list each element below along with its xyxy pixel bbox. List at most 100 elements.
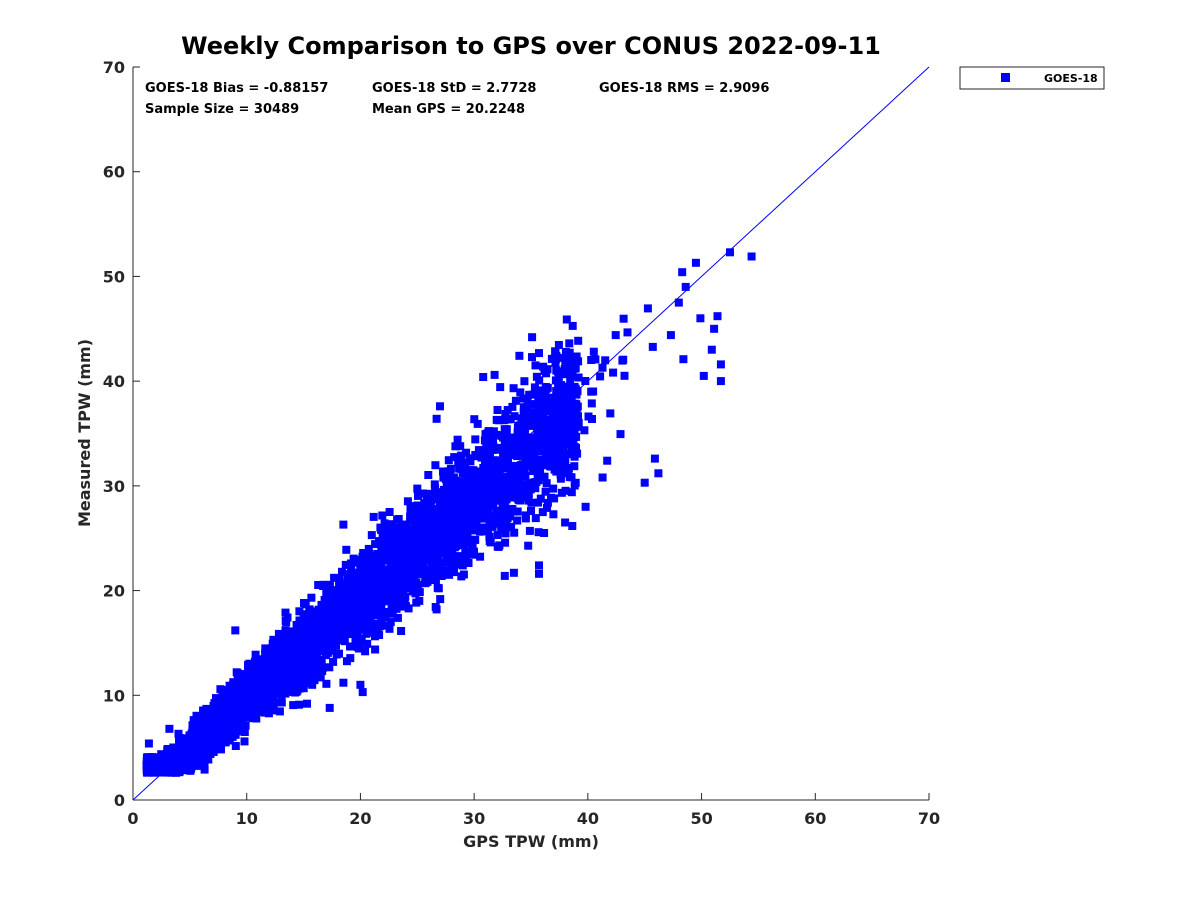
data-point bbox=[492, 506, 501, 515]
data-point bbox=[606, 409, 615, 418]
data-point bbox=[462, 480, 471, 489]
data-point bbox=[217, 745, 225, 754]
data-point bbox=[666, 331, 675, 340]
data-point bbox=[386, 618, 395, 627]
data-point bbox=[273, 678, 282, 687]
data-point bbox=[499, 517, 508, 526]
data-point bbox=[570, 447, 579, 456]
data-point bbox=[525, 446, 534, 454]
data-point bbox=[380, 519, 389, 528]
data-point bbox=[525, 455, 534, 464]
data-point bbox=[227, 712, 236, 721]
data-point bbox=[414, 491, 422, 500]
y-tick-label: 10 bbox=[103, 686, 125, 705]
data-point bbox=[283, 680, 291, 688]
data-point bbox=[358, 597, 367, 606]
data-point bbox=[545, 393, 554, 402]
data-point bbox=[456, 442, 465, 451]
data-point bbox=[339, 678, 348, 687]
y-tick-label: 70 bbox=[103, 58, 125, 77]
data-point bbox=[569, 353, 578, 362]
data-point bbox=[443, 519, 452, 528]
data-point bbox=[277, 669, 286, 678]
data-point bbox=[550, 452, 559, 461]
data-point bbox=[398, 594, 407, 603]
data-point bbox=[302, 654, 311, 663]
data-point bbox=[570, 426, 579, 435]
data-point bbox=[303, 646, 312, 655]
data-point bbox=[543, 503, 551, 512]
data-point bbox=[479, 514, 488, 523]
data-point bbox=[678, 268, 687, 277]
data-point bbox=[535, 463, 543, 472]
data-point bbox=[310, 676, 319, 685]
data-point bbox=[307, 672, 316, 680]
data-point bbox=[460, 516, 469, 525]
data-point bbox=[450, 568, 458, 577]
data-point bbox=[554, 367, 562, 376]
data-point bbox=[441, 475, 450, 483]
data-point bbox=[495, 416, 503, 425]
data-point bbox=[339, 520, 348, 529]
data-point bbox=[191, 754, 200, 763]
data-point bbox=[357, 634, 366, 643]
data-point bbox=[515, 351, 524, 360]
data-point bbox=[497, 522, 506, 531]
data-point bbox=[445, 509, 454, 518]
data-point bbox=[493, 485, 502, 493]
data-point bbox=[428, 534, 437, 543]
data-point bbox=[256, 656, 265, 665]
data-point bbox=[271, 698, 280, 707]
data-point bbox=[261, 690, 270, 699]
data-point bbox=[200, 765, 209, 774]
data-point bbox=[496, 480, 505, 489]
stat-std: GOES-18 StD = 2.7728 bbox=[372, 81, 536, 96]
data-point bbox=[279, 675, 288, 684]
data-point bbox=[341, 593, 350, 602]
data-point bbox=[307, 663, 316, 672]
data-point bbox=[217, 698, 226, 707]
data-point bbox=[474, 467, 483, 476]
data-point bbox=[543, 438, 552, 447]
data-point bbox=[377, 616, 386, 625]
data-point bbox=[531, 478, 540, 487]
data-point bbox=[336, 579, 345, 588]
data-point bbox=[679, 355, 688, 364]
data-point bbox=[369, 512, 378, 521]
data-point bbox=[160, 756, 168, 764]
data-point bbox=[465, 454, 474, 463]
data-point bbox=[177, 765, 185, 774]
data-point bbox=[393, 515, 402, 524]
data-point bbox=[364, 611, 373, 619]
data-point bbox=[515, 421, 524, 430]
data-point bbox=[201, 727, 210, 736]
data-point bbox=[562, 449, 571, 458]
data-point bbox=[550, 417, 559, 426]
data-point bbox=[366, 552, 375, 561]
data-point bbox=[562, 315, 571, 324]
data-point bbox=[330, 641, 339, 650]
data-point bbox=[538, 508, 547, 517]
data-point bbox=[276, 637, 285, 646]
data-point bbox=[346, 654, 355, 663]
data-point bbox=[213, 741, 222, 750]
data-point bbox=[390, 540, 399, 549]
data-point bbox=[553, 426, 562, 435]
data-point bbox=[537, 447, 546, 456]
data-point bbox=[453, 537, 462, 546]
y-tick-label: 30 bbox=[103, 477, 125, 496]
data-point bbox=[435, 542, 444, 551]
data-point bbox=[385, 624, 394, 633]
data-point bbox=[154, 768, 163, 777]
data-point bbox=[434, 549, 443, 557]
data-point bbox=[527, 408, 536, 417]
data-point bbox=[322, 590, 331, 598]
x-tick-label: 50 bbox=[690, 809, 712, 828]
data-point bbox=[173, 757, 182, 766]
data-point bbox=[297, 643, 306, 652]
data-point bbox=[281, 608, 290, 617]
data-point bbox=[218, 720, 227, 729]
data-point bbox=[451, 483, 460, 492]
data-point bbox=[465, 535, 474, 544]
data-point bbox=[451, 442, 460, 451]
